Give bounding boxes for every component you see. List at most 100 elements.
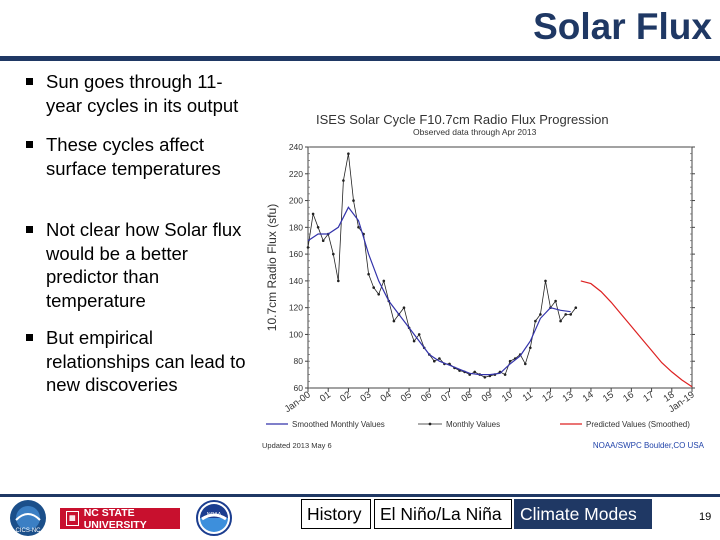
bullet-item: Not clear how Solar flux would be a bett…: [26, 218, 248, 312]
monthly-value-point: [372, 286, 375, 289]
monthly-value-point: [569, 313, 572, 316]
bullet-square-icon: [26, 226, 33, 233]
bullet-item: These cycles affect surface temperatures: [26, 133, 248, 180]
monthly-value-point: [306, 246, 310, 249]
x-tick-label: 14: [581, 389, 596, 404]
legend-predicted-label: Predicted Values (Smoothed): [586, 420, 690, 429]
x-tick-label: 09: [480, 389, 495, 404]
ncsu-mark-icon: ▦: [66, 511, 79, 526]
monthly-value-point: [352, 199, 355, 202]
cics-logo: CICS-NC: [10, 500, 46, 536]
y-tick-label: 240: [289, 142, 303, 152]
x-tick-label: 06: [419, 389, 434, 404]
y-tick-label: 220: [289, 169, 303, 179]
noaa-logo-text: NOAA: [207, 512, 222, 518]
monthly-value-point: [367, 272, 370, 276]
noaa-logo: NOAA: [196, 500, 232, 536]
monthly-value-point: [316, 226, 320, 229]
smoothed-values-line: [307, 206, 571, 376]
y-tick-label: 60: [294, 383, 304, 393]
monthly-value-point: [311, 212, 315, 216]
x-tick-label: 08: [459, 389, 474, 404]
monthly-value-point: [564, 313, 567, 316]
legend-monthly-dot: [428, 422, 432, 426]
monthly-value-point: [539, 313, 542, 316]
ncsu-logo-text: NC STATE UNIVERSITY: [83, 506, 147, 531]
monthly-value-point: [433, 359, 436, 363]
x-tick-label: 13: [560, 389, 575, 404]
monthly-value-point: [402, 306, 406, 309]
y-axis-label: 10.7cm Radio Flux (sfu): [265, 204, 279, 331]
y-tick-label: 100: [289, 329, 303, 339]
monthly-value-point: [357, 226, 360, 229]
x-tick-label: 16: [621, 389, 636, 404]
legend-smoothed-label: Smoothed Monthly Values: [292, 420, 385, 429]
monthly-value-point: [321, 239, 325, 242]
y-tick-label: 140: [289, 276, 303, 286]
monthly-value-point: [554, 299, 557, 303]
y-tick-label: 200: [289, 196, 303, 206]
y-tick-label: 160: [289, 249, 303, 259]
solar-flux-chart: ISES Solar Cycle F10.7cm Radio Flux Prog…: [262, 112, 704, 450]
monthly-value-point: [529, 346, 532, 350]
monthly-value-point: [412, 339, 416, 343]
monthly-value-point: [544, 279, 547, 283]
monthly-value-point: [332, 252, 335, 256]
monthly-value-point: [417, 333, 421, 336]
monthly-value-point: [337, 279, 340, 283]
x-tick-label: 10: [500, 389, 515, 404]
monthly-value-point: [382, 279, 386, 283]
cics-logo-text: CICS-NC: [16, 528, 42, 534]
bullet-square-icon: [26, 334, 33, 341]
bullet-list: Sun goes through 11-year cycles in its o…: [26, 70, 248, 397]
y-tick-label: 120: [289, 303, 303, 313]
y-tick-label: 80: [294, 356, 304, 366]
monthly-value-point: [488, 374, 492, 378]
x-tick-label: 17: [641, 389, 656, 404]
nav-climate-modes-button[interactable]: Climate Modes: [514, 499, 652, 529]
monthly-value-point: [534, 319, 537, 323]
slide-title: Solar Flux: [533, 6, 712, 47]
monthly-value-point: [347, 152, 350, 155]
bullet-text: Sun goes through 11-year cycles in its o…: [46, 71, 239, 116]
chart-title: ISES Solar Cycle F10.7cm Radio Flux Prog…: [316, 112, 609, 127]
bullet-square-icon: [26, 78, 33, 85]
credit-note: NOAA/SWPC Boulder,CO USA: [593, 441, 704, 450]
legend-monthly-label: Monthly Values: [446, 420, 500, 429]
x-tick-label: 12: [540, 389, 555, 404]
monthly-value-point: [508, 359, 512, 363]
monthly-value-point: [392, 319, 396, 323]
nav-history-button[interactable]: History: [301, 499, 371, 529]
monthly-value-point: [377, 293, 380, 296]
x-tick-label: 05: [399, 389, 414, 404]
monthly-value-point: [473, 370, 476, 374]
monthly-values-line: [307, 153, 577, 378]
bullet-text: Not clear how Solar flux would be a bett…: [46, 219, 242, 311]
bullet-text: These cycles affect surface temperatures: [46, 134, 221, 179]
x-tick-label: 11: [521, 389, 535, 404]
monthly-value-point: [524, 362, 527, 366]
x-tick-label: Jan-00: [283, 389, 313, 415]
bullet-text: But empirical relationships can lead to …: [46, 327, 246, 395]
x-tick-label: 18: [662, 389, 677, 404]
title-rule: [0, 56, 720, 61]
y-tick-label: 180: [289, 222, 303, 232]
footer-rule: [0, 494, 720, 497]
bullet-square-icon: [26, 141, 33, 148]
x-tick-label: 07: [439, 389, 454, 404]
monthly-value-point: [483, 376, 487, 379]
monthly-value-point: [559, 319, 562, 323]
bullet-item: But empirical relationships can lead to …: [26, 326, 248, 397]
monthly-value-point: [342, 179, 345, 182]
updated-note: Updated 2013 May 6: [262, 441, 332, 450]
chart-subtitle: Observed data through Apr 2013: [413, 127, 537, 137]
page-number: 19: [699, 511, 712, 523]
x-tick-label: 02: [338, 389, 353, 404]
plot-frame: [307, 146, 693, 389]
nav-enso-button[interactable]: El Niño/La Niña: [374, 499, 512, 529]
monthly-value-point: [438, 357, 441, 360]
monthly-value-point: [503, 373, 507, 376]
ncsu-logo: ▦ NC STATE UNIVERSITY: [60, 506, 180, 531]
x-tick-label: 15: [601, 389, 616, 404]
x-tick-label: 01: [318, 389, 333, 404]
